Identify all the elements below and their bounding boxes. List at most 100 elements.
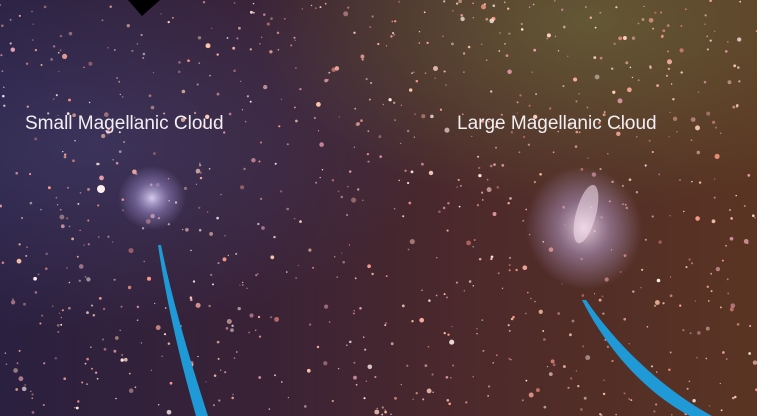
star [712,121,715,124]
star [697,331,701,335]
star [12,298,14,300]
star [31,11,33,13]
star [653,410,655,412]
star [3,87,5,89]
star [496,186,499,189]
star [425,72,427,74]
star [71,237,74,240]
star [34,137,37,140]
star [477,156,479,158]
star [76,407,79,410]
star [722,351,725,354]
star [172,17,174,19]
star [91,368,93,370]
star [563,365,566,368]
star [628,398,630,400]
star [328,72,330,74]
star [498,272,500,274]
star [506,54,509,57]
star [353,313,355,315]
star [116,77,118,79]
star [385,322,387,324]
star [270,17,273,20]
star [26,63,28,65]
star [1,24,4,27]
star [468,46,471,49]
star [68,307,71,310]
star [490,165,493,168]
star [196,303,201,308]
star [492,362,493,363]
star [332,179,334,181]
star [29,173,31,175]
star [277,32,279,34]
star [392,32,394,34]
star [220,194,221,195]
star [393,102,395,104]
star [643,6,644,7]
star [278,49,280,51]
star [101,19,103,21]
star [447,230,449,232]
star [58,71,59,72]
star [57,324,60,327]
star [391,342,394,345]
star [662,302,664,304]
star [590,17,592,19]
star [102,339,104,341]
star [137,319,139,321]
star [456,2,458,4]
star [402,305,405,308]
star [730,307,734,311]
star [416,80,419,83]
star [410,239,415,244]
star [116,162,119,165]
star [569,333,572,336]
star [443,207,446,210]
star [673,117,677,121]
star [489,19,494,24]
star [460,185,462,187]
star [207,211,208,212]
star [261,37,262,38]
star [362,58,364,60]
star [275,163,277,165]
star [394,208,396,210]
star [341,196,344,199]
star [196,184,197,185]
star [141,342,143,344]
star [347,186,349,188]
star [421,289,423,291]
star [562,85,564,87]
star [732,106,735,109]
star [752,214,755,217]
star [140,34,142,36]
star [299,88,301,90]
star [530,298,532,300]
star [19,15,21,17]
star [0,54,2,56]
star [727,278,729,280]
star [737,66,740,69]
star [623,318,626,321]
star [316,102,321,107]
star [363,336,365,338]
star [97,378,99,380]
star [464,290,465,291]
star [555,36,556,37]
star [536,388,540,392]
star [30,391,32,393]
star [404,170,406,172]
star [668,136,669,137]
star [35,49,37,51]
star [190,296,193,299]
star [234,357,236,359]
star [488,385,490,387]
star [493,4,496,7]
star [563,26,566,29]
star [214,374,217,377]
star [401,384,402,385]
star [446,399,449,402]
star [689,380,691,382]
star [335,66,339,70]
